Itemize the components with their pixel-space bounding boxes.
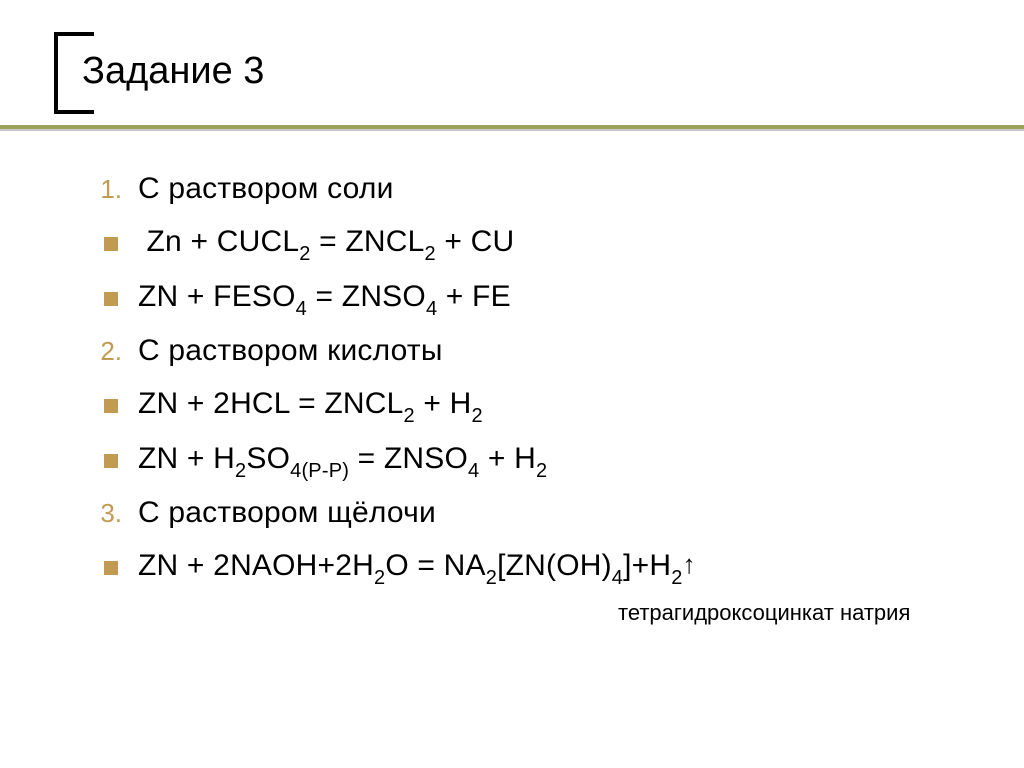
heading-text: С раствором щёлочи [138,492,436,533]
bullet-col [80,545,138,575]
equation-row: ZN + 2HCL = ZNCL2 + H2 [80,383,984,429]
section-heading: 2. С раствором кислоты [80,330,984,374]
equation-text: ZN + H2SO4(P-P) = ZNSO4 + H2 [138,438,547,484]
footnote-row: тетрагидроксоцинкат натрия [80,600,984,626]
equation-row: Zn + CUCL2 = ZNCL2 + CU [80,221,984,267]
square-bullet-icon [104,399,118,413]
divider-gray [0,129,1024,131]
equation-text: ZN + 2HCL = ZNCL2 + H2 [138,383,483,429]
heading-text: С раствором соли [138,168,394,209]
section-heading: 1. С раствором соли [80,168,984,212]
square-bullet-icon [104,561,118,575]
section-number: 1. [80,168,138,205]
bracket-top [54,32,94,36]
heading-text: С раствором кислоты [138,330,443,371]
square-bullet-icon [104,292,118,306]
equation-text: ZN + FESO4 = ZNSO4 + FE [138,276,511,322]
bullet-col [80,383,138,413]
slide-container: Задание 3 1. С раствором соли Zn + CUCL2… [0,0,1024,768]
bracket-left [54,32,58,114]
bullet-col [80,221,138,251]
equation-row: ZN + 2NAOH+2H2O = NA2[ZN(OH)4]+H2↑ [80,545,984,591]
square-bullet-icon [104,454,118,468]
equation-text: ZN + 2NAOH+2H2O = NA2[ZN(OH)4]+H2↑ [138,545,696,591]
footnote-text: тетрагидроксоцинкат натрия [138,600,910,626]
equation-row: ZN + H2SO4(P-P) = ZNSO4 + H2 [80,438,984,484]
bracket-bottom [54,110,94,114]
equation-text: Zn + CUCL2 = ZNCL2 + CU [138,221,514,267]
section-number: 3. [80,492,138,529]
divider [0,125,1024,132]
slide-title: Задание 3 [82,50,264,93]
section-heading: 3. С раствором щёлочи [80,492,984,536]
bullet-col [80,438,138,468]
section-number: 2. [80,330,138,367]
square-bullet-icon [104,237,118,251]
bullet-col [80,276,138,306]
equation-row: ZN + FESO4 = ZNSO4 + FE [80,276,984,322]
content-body: 1. С раствором соли Zn + CUCL2 = ZNCL2 +… [80,168,984,626]
